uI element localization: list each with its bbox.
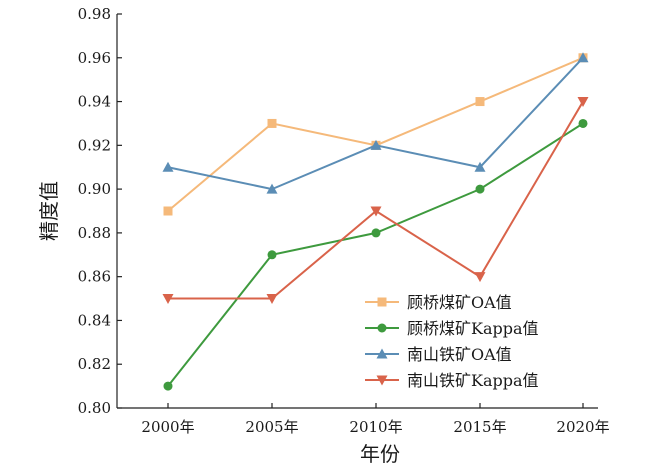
data-point <box>370 206 382 217</box>
data-point <box>163 206 173 216</box>
y-tick-label: 0.94 <box>78 93 111 111</box>
y-tick-label: 0.86 <box>78 268 111 286</box>
x-tick-label: 2015年 <box>453 418 506 436</box>
legend-marker <box>377 323 387 333</box>
series-1 <box>163 53 588 216</box>
x-tick-label: 2005年 <box>245 418 298 436</box>
data-point <box>163 381 173 391</box>
data-point <box>475 184 485 194</box>
series-4 <box>162 97 589 305</box>
legend-item: 南山铁矿OA值 <box>365 345 512 364</box>
legend-item: 南山铁矿Kappa值 <box>365 371 539 390</box>
legend-item: 顾桥煤矿Kappa值 <box>365 319 539 338</box>
legend-marker <box>376 375 388 386</box>
data-point <box>577 97 589 108</box>
y-tick-label: 0.84 <box>78 311 111 329</box>
y-tick-label: 0.90 <box>78 180 111 198</box>
data-point <box>162 161 174 172</box>
data-point <box>266 294 278 305</box>
y-tick-label: 0.92 <box>78 136 111 154</box>
data-point <box>267 250 277 260</box>
x-tick-label: 2010年 <box>349 418 402 436</box>
series-line <box>167 122 584 387</box>
y-tick-label: 0.88 <box>78 224 111 242</box>
series-2 <box>163 118 588 391</box>
data-point <box>371 228 381 238</box>
axes: 0.80 0.82 0.84 0.86 0.88 0.90 0.92 0.94 0.96 0.98… <box>78 5 610 436</box>
legend-label: 顾桥煤矿Kappa值 <box>407 319 539 338</box>
data-point <box>578 118 588 128</box>
y-axis-title: 精度值 <box>37 181 61 241</box>
series-line <box>167 57 584 191</box>
legend-marker <box>377 297 387 307</box>
y-tick-label: 0.80 <box>78 399 111 417</box>
legend-item: 顾桥煤矿OA值 <box>365 293 512 312</box>
y-tick-label: 0.98 <box>78 5 111 23</box>
data-point <box>475 97 485 107</box>
data-point <box>267 118 277 128</box>
series-line <box>168 101 584 300</box>
y-tick-label: 0.96 <box>78 49 111 67</box>
series-3 <box>162 52 589 194</box>
x-axis-title: 年份 <box>360 442 400 466</box>
legend-marker <box>376 348 388 359</box>
legend-label: 顾桥煤矿OA值 <box>407 293 512 312</box>
y-tick-label: 0.82 <box>78 355 111 373</box>
series-line <box>167 56 584 212</box>
legend-label: 南山铁矿OA值 <box>407 345 512 364</box>
x-tick-label: 2020年 <box>556 418 609 436</box>
data-point <box>474 272 486 283</box>
series-layer <box>162 52 589 391</box>
data-point <box>474 161 486 172</box>
data-point <box>162 294 174 305</box>
x-tick-label: 2000年 <box>141 418 194 436</box>
data-point <box>266 183 278 194</box>
data-point <box>370 139 382 150</box>
data-point <box>577 52 589 63</box>
legend-label: 南山铁矿Kappa值 <box>407 371 539 390</box>
